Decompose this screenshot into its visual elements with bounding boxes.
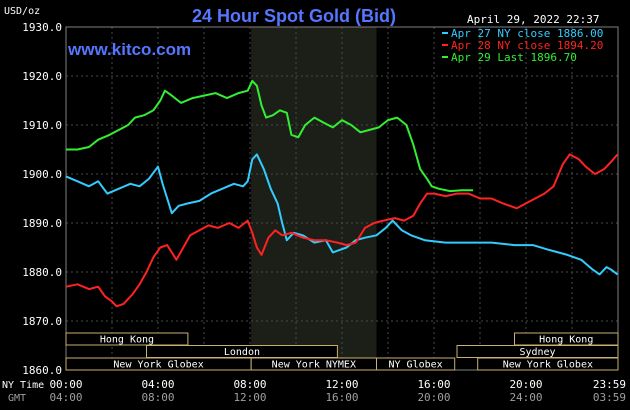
session-label: New York NYMEX [272, 360, 356, 371]
series-layer [65, 79, 619, 308]
x-tick-label-gmt: 20:00 [417, 391, 450, 404]
gmt-axis-label: GMT [8, 393, 26, 404]
unit-label: USD/oz [4, 6, 40, 17]
nymex-session-shade [251, 27, 377, 370]
x-tick-label-gmt: 08:00 [141, 391, 174, 404]
x-tick-label-ny: 12:00 [325, 378, 358, 391]
y-tick-label: 1930.0 [22, 21, 62, 34]
series-line-3 [66, 79, 474, 193]
x-tick-labels: 00:00 04:00 08:00 12:00 16:00 20:00 23:5904:00… [49, 378, 626, 404]
x-tick-label-ny: 08:00 [233, 378, 266, 391]
y-tick-labels: 1860.0 1870.0 1880.0 1890.0 1900.0 1910.0 1920… [22, 21, 62, 377]
x-tick-label-gmt: 04:00 [49, 391, 82, 404]
chart-title: 24 Hour Spot Gold (Bid) [192, 6, 396, 26]
x-tick-label-gmt: 03:59 [593, 391, 626, 404]
x-tick-label-ny: 04:00 [141, 378, 174, 391]
y-tick-label: 1920.0 [22, 70, 62, 83]
timestamp: April 29, 2022 22:37 [467, 13, 599, 26]
series-line-1 [65, 153, 619, 276]
x-tick-label-ny: 20:00 [509, 378, 542, 391]
session-label: New York Globex [503, 360, 593, 371]
session-bar [477, 357, 619, 371]
trading-sessions: Hong Kong Hong Kong London Sydney New York G… [65, 332, 619, 371]
session-bar [65, 332, 189, 346]
x-tick-label-ny: 23:59 [593, 378, 626, 391]
nymex-shade-layer [251, 27, 377, 370]
session-label: Hong Kong [100, 335, 154, 346]
y-tick-label: 1900.0 [22, 168, 62, 181]
y-tick-label: 1870.0 [22, 315, 62, 328]
y-tick-label: 1880.0 [22, 266, 62, 279]
legend-entry: Apr 28 NY close 1894.20 [451, 39, 603, 52]
series-line-2 [65, 153, 619, 308]
x-tick-label-gmt: 24:00 [509, 391, 542, 404]
session-label: New York Globex [113, 360, 203, 371]
x-tick-label-gmt: 12:00 [233, 391, 266, 404]
session-bar [376, 357, 456, 371]
x-tick-label-ny: 16:00 [417, 378, 450, 391]
legend-entry: Apr 27 NY close 1886.00 [451, 27, 603, 40]
session-label: NY Globex [389, 360, 443, 371]
y-tick-label: 1860.0 [22, 364, 62, 377]
session-label: Hong Kong [539, 335, 593, 346]
x-tick-label-ny: 00:00 [49, 378, 82, 391]
y-tick-label: 1910.0 [22, 119, 62, 132]
watermark-url: www.kitco.com [67, 40, 191, 59]
ny-time-axis-label: NY Time [2, 380, 44, 391]
legend-entry: Apr 29 Last 1896.70 [451, 51, 577, 64]
session-label: Sydney [519, 347, 555, 358]
y-tick-label: 1890.0 [22, 217, 62, 230]
x-tick-label-gmt: 16:00 [325, 391, 358, 404]
session-label: London [224, 347, 260, 358]
